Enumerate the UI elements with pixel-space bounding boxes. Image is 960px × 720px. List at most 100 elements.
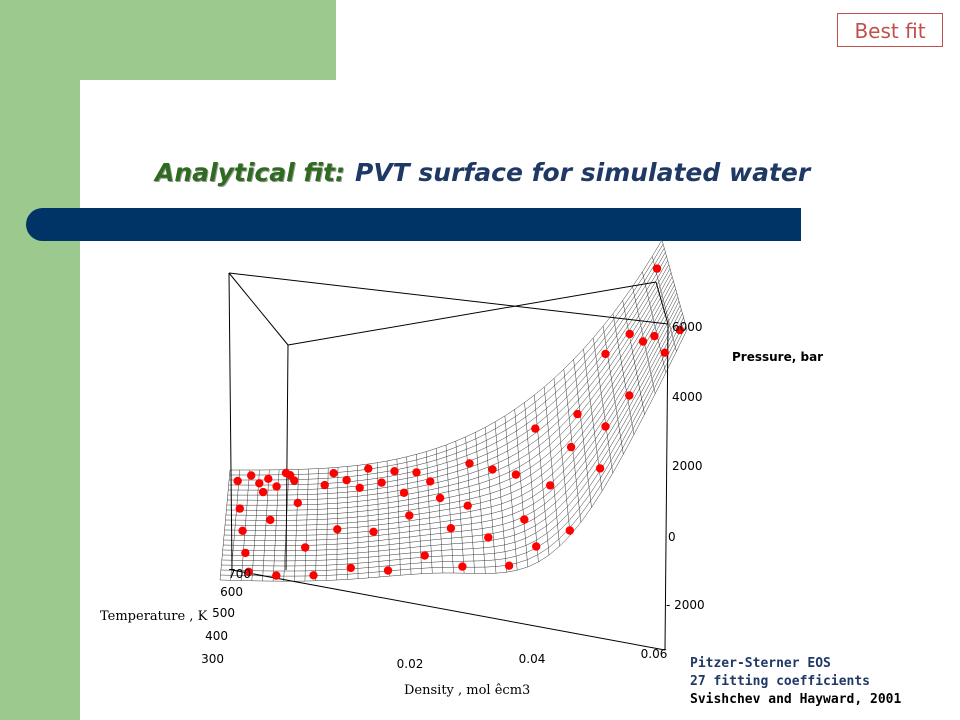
box-edge: [231, 569, 666, 651]
data-point: [531, 424, 540, 433]
data-point: [435, 493, 445, 503]
y-tick-label: 700: [228, 567, 251, 581]
data-point: [233, 476, 242, 486]
credits: Pitzer-Sterner EOS 27 fitting coefficien…: [690, 655, 901, 709]
data-point: [426, 477, 435, 486]
data-point: [390, 467, 399, 476]
data-point: [342, 475, 351, 485]
data-point: [290, 476, 299, 485]
data-point: [333, 525, 342, 534]
best-fit-badge[interactable]: Best fit: [837, 13, 943, 47]
z-tick-label: 4000: [672, 390, 703, 404]
data-point: [546, 481, 555, 490]
data-point: [488, 465, 497, 474]
data-point: [235, 504, 244, 513]
content-panel: [80, 80, 960, 720]
data-point: [329, 469, 338, 478]
data-point: [346, 563, 355, 573]
data-point: [355, 483, 364, 492]
title-underline-bar: [26, 208, 801, 241]
z-tick-label: 6000: [672, 320, 703, 334]
data-point: [272, 482, 281, 491]
data-point: [465, 459, 474, 468]
x-tick-label: 0.06: [641, 647, 668, 661]
x-axis-label: Density , mol êcm3: [404, 683, 530, 698]
data-point: [532, 542, 541, 551]
surface-fill: [220, 240, 687, 582]
data-point: [625, 329, 634, 339]
z-tick-label: - 2000: [666, 598, 705, 612]
data-point: [675, 325, 685, 335]
data-points: [233, 264, 685, 580]
data-point: [638, 337, 648, 346]
slide-title: Analytical fit: PVT surface for simulated…: [155, 158, 915, 187]
data-point: [258, 487, 268, 497]
y-tick-label: 500: [212, 606, 235, 620]
credit-line-2: 27 fitting coefficients: [690, 674, 871, 689]
box-edge: [228, 272, 669, 325]
box-edge: [287, 281, 657, 346]
data-point: [244, 567, 253, 576]
data-point: [281, 468, 291, 478]
data-point: [255, 479, 264, 488]
plot-box: [228, 272, 669, 651]
data-point: [309, 571, 318, 580]
y-tick-label: 600: [220, 585, 243, 599]
box-edge: [655, 281, 669, 325]
data-point: [320, 480, 329, 490]
data-point: [272, 571, 281, 580]
data-point: [660, 348, 669, 357]
data-point: [652, 264, 662, 273]
data-point: [238, 526, 247, 535]
data-point: [266, 515, 275, 525]
data-point: [573, 409, 582, 419]
data-point: [364, 464, 373, 473]
green-side-strip: [0, 0, 80, 720]
data-point: [595, 464, 605, 473]
data-point: [566, 442, 576, 452]
data-point: [484, 533, 493, 542]
title-rest: PVT surface for simulated water: [355, 158, 811, 187]
axis-ticks: 6000 4000 2000 0 - 2000 300 400 500 600 700 0.02 0.…: [201, 320, 705, 671]
data-point: [511, 470, 521, 479]
data-point: [293, 498, 302, 508]
green-top-corner: [80, 0, 336, 80]
x-tick-label: 0.04: [519, 652, 546, 666]
data-point: [383, 566, 393, 575]
data-point: [399, 488, 409, 497]
data-point: [241, 548, 250, 558]
data-point: [405, 511, 414, 520]
data-point: [458, 562, 467, 571]
data-point: [601, 422, 610, 431]
data-point: [412, 468, 421, 477]
z-tick-label: 2000: [672, 459, 703, 473]
data-point: [601, 349, 610, 359]
y-axis-label: Temperature , K: [100, 609, 208, 624]
data-point: [377, 478, 386, 487]
box-edge: [228, 272, 233, 571]
title-lead: Analytical fit:: [155, 158, 345, 187]
z-axis-label: Pressure, bar: [732, 350, 823, 364]
box-edge: [664, 323, 669, 651]
y-tick-label: 400: [205, 629, 228, 643]
box-edge: [228, 272, 289, 346]
data-point: [369, 527, 378, 536]
data-point: [520, 515, 529, 524]
data-point: [650, 331, 659, 341]
data-point: [247, 471, 256, 480]
data-point: [565, 526, 574, 535]
data-point: [420, 551, 429, 560]
data-point: [301, 543, 310, 552]
box-edge: [285, 344, 289, 571]
y-tick-label: 300: [201, 652, 224, 666]
credit-line-1: Pitzer-Sterner EOS: [690, 656, 831, 671]
data-point: [504, 561, 514, 570]
credit-line-3: Svishchev and Hayward, 2001: [690, 692, 902, 707]
z-tick-label: 0: [668, 530, 676, 544]
x-tick-label: 0.02: [397, 657, 424, 671]
data-point: [625, 391, 634, 400]
data-point: [463, 501, 472, 510]
data-point: [264, 474, 273, 483]
data-point: [446, 524, 456, 533]
